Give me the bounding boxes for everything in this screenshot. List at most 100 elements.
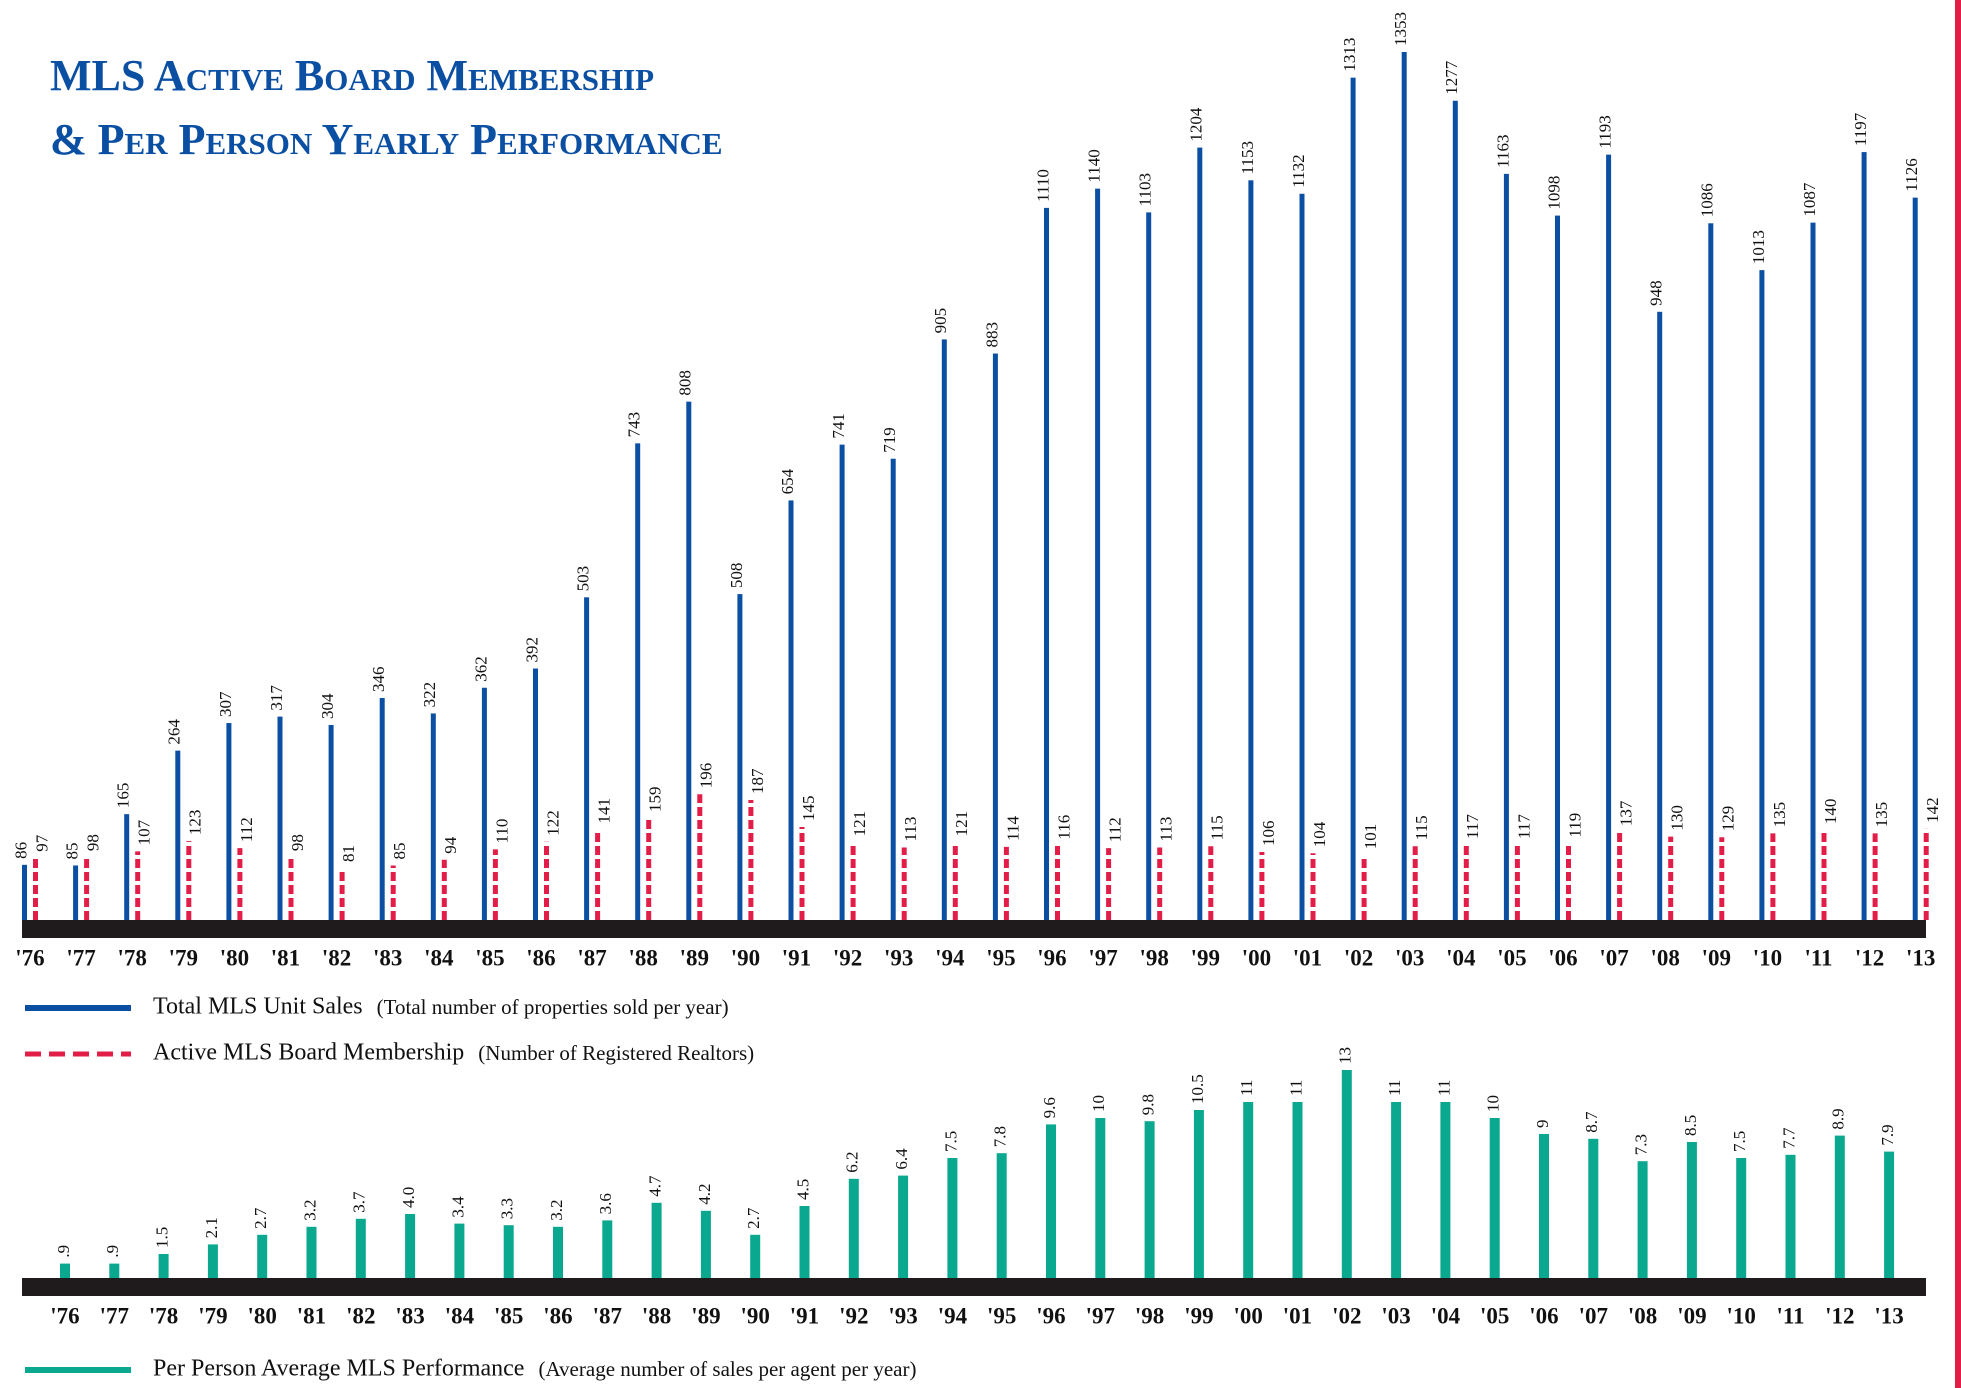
x-tick-label: '86 — [526, 945, 555, 970]
bar — [226, 723, 232, 920]
bar — [1044, 207, 1049, 921]
chart-title: & Per Person Yearly Performance — [50, 115, 723, 164]
x-tick-label: '90 — [731, 945, 760, 970]
data-label: 3.2 — [547, 1200, 566, 1221]
data-label: 3.2 — [300, 1200, 319, 1221]
bar — [1736, 1158, 1747, 1278]
bar — [737, 594, 743, 920]
data-label: 1153 — [1238, 141, 1257, 174]
bar — [1248, 180, 1254, 920]
data-label: 8.9 — [1829, 1108, 1848, 1129]
x-tick-label: '81 — [297, 1303, 326, 1328]
bar — [1503, 173, 1509, 920]
x-tick-label: '13 — [1906, 945, 1935, 970]
data-label: 9.8 — [1139, 1094, 1158, 1115]
data-label: 317 — [267, 685, 286, 711]
bar — [1193, 1110, 1204, 1278]
bar — [700, 1210, 711, 1278]
x-tick-label: '01 — [1293, 945, 1322, 970]
bar — [996, 1153, 1007, 1278]
x-tick-label: '80 — [248, 1303, 277, 1328]
bar — [503, 1225, 514, 1278]
x-tick-label: '05 — [1497, 945, 1526, 970]
data-label: 117 — [1514, 814, 1533, 839]
data-label: 1204 — [1187, 107, 1206, 142]
x-tick-label: '00 — [1242, 945, 1271, 970]
data-label: 137 — [1617, 800, 1636, 826]
data-label: 122 — [543, 810, 562, 836]
bar — [992, 353, 998, 920]
bar — [1539, 1134, 1549, 1278]
data-label: 123 — [186, 810, 205, 836]
x-tick-label: '04 — [1431, 1303, 1461, 1328]
x-tick-label: '07 — [1579, 1303, 1608, 1328]
bar — [1657, 311, 1663, 920]
bar — [848, 1178, 859, 1278]
x-tick-label: '97 — [1088, 945, 1117, 970]
bar — [257, 1234, 268, 1278]
bar — [1350, 77, 1356, 920]
data-label: 743 — [625, 412, 644, 438]
data-label: 4.0 — [399, 1187, 418, 1208]
bar — [788, 500, 794, 920]
bar — [405, 1214, 416, 1278]
baseline-bar — [22, 1278, 1926, 1296]
x-tick-label: '04 — [1446, 945, 1476, 970]
data-label: 2.1 — [202, 1217, 221, 1238]
x-tick-label: '85 — [494, 1303, 523, 1328]
data-label: 1.5 — [153, 1227, 172, 1248]
data-label: 948 — [1647, 280, 1666, 306]
bar — [1341, 1070, 1352, 1278]
data-label: 883 — [982, 322, 1001, 348]
x-tick-label: '12 — [1825, 1303, 1854, 1328]
x-tick-label: '92 — [839, 1303, 868, 1328]
data-label: 114 — [1003, 815, 1022, 840]
bar — [379, 698, 385, 920]
data-label: 104 — [1310, 821, 1329, 847]
x-tick-label: '89 — [680, 945, 709, 970]
x-tick-label: '10 — [1727, 1303, 1756, 1328]
bar — [947, 1158, 958, 1278]
x-tick-label: '99 — [1184, 1303, 1213, 1328]
x-tick-label: '06 — [1529, 1303, 1558, 1328]
data-label: 129 — [1719, 806, 1738, 832]
data-label: 10 — [1089, 1095, 1108, 1112]
data-label: 304 — [318, 693, 337, 719]
data-label: 322 — [420, 682, 439, 708]
legend-description: (Number of Registered Realtors) — [478, 1041, 754, 1065]
data-label: 98 — [84, 834, 103, 851]
edge-stripe — [1955, 0, 1961, 1388]
bar — [355, 1218, 366, 1278]
data-label: 7.3 — [1632, 1134, 1651, 1155]
data-label: 346 — [369, 667, 388, 693]
bar — [277, 716, 283, 920]
bar — [73, 865, 79, 920]
data-label: 6.4 — [892, 1148, 911, 1170]
data-label: 1110 — [1033, 169, 1052, 202]
bar — [799, 1206, 810, 1278]
x-tick-label: '08 — [1651, 945, 1680, 970]
legend-description: (Average number of sales per agent per y… — [538, 1357, 916, 1381]
bar — [553, 1226, 563, 1278]
bar — [1144, 1121, 1155, 1278]
x-tick-label: '87 — [577, 945, 606, 970]
data-label: 112 — [1106, 817, 1125, 842]
data-label: .9 — [54, 1245, 73, 1258]
baseline-bar — [22, 920, 1926, 938]
bar — [533, 668, 538, 920]
data-label: 8.5 — [1681, 1115, 1700, 1136]
x-tick-label: '09 — [1677, 1303, 1706, 1328]
data-label: 2.7 — [251, 1207, 270, 1229]
data-label: 1098 — [1544, 176, 1563, 210]
data-label: 3.3 — [498, 1198, 517, 1219]
data-label: 141 — [595, 798, 614, 824]
data-label: 81 — [339, 845, 358, 862]
x-tick-label: '95 — [987, 1303, 1016, 1328]
data-label: 1163 — [1493, 135, 1512, 168]
data-label: 11 — [1286, 1080, 1305, 1096]
bar — [430, 713, 436, 920]
bar — [1785, 1154, 1796, 1278]
data-label: 112 — [237, 817, 256, 842]
data-label: 7.7 — [1779, 1127, 1798, 1149]
bar — [898, 1175, 909, 1278]
